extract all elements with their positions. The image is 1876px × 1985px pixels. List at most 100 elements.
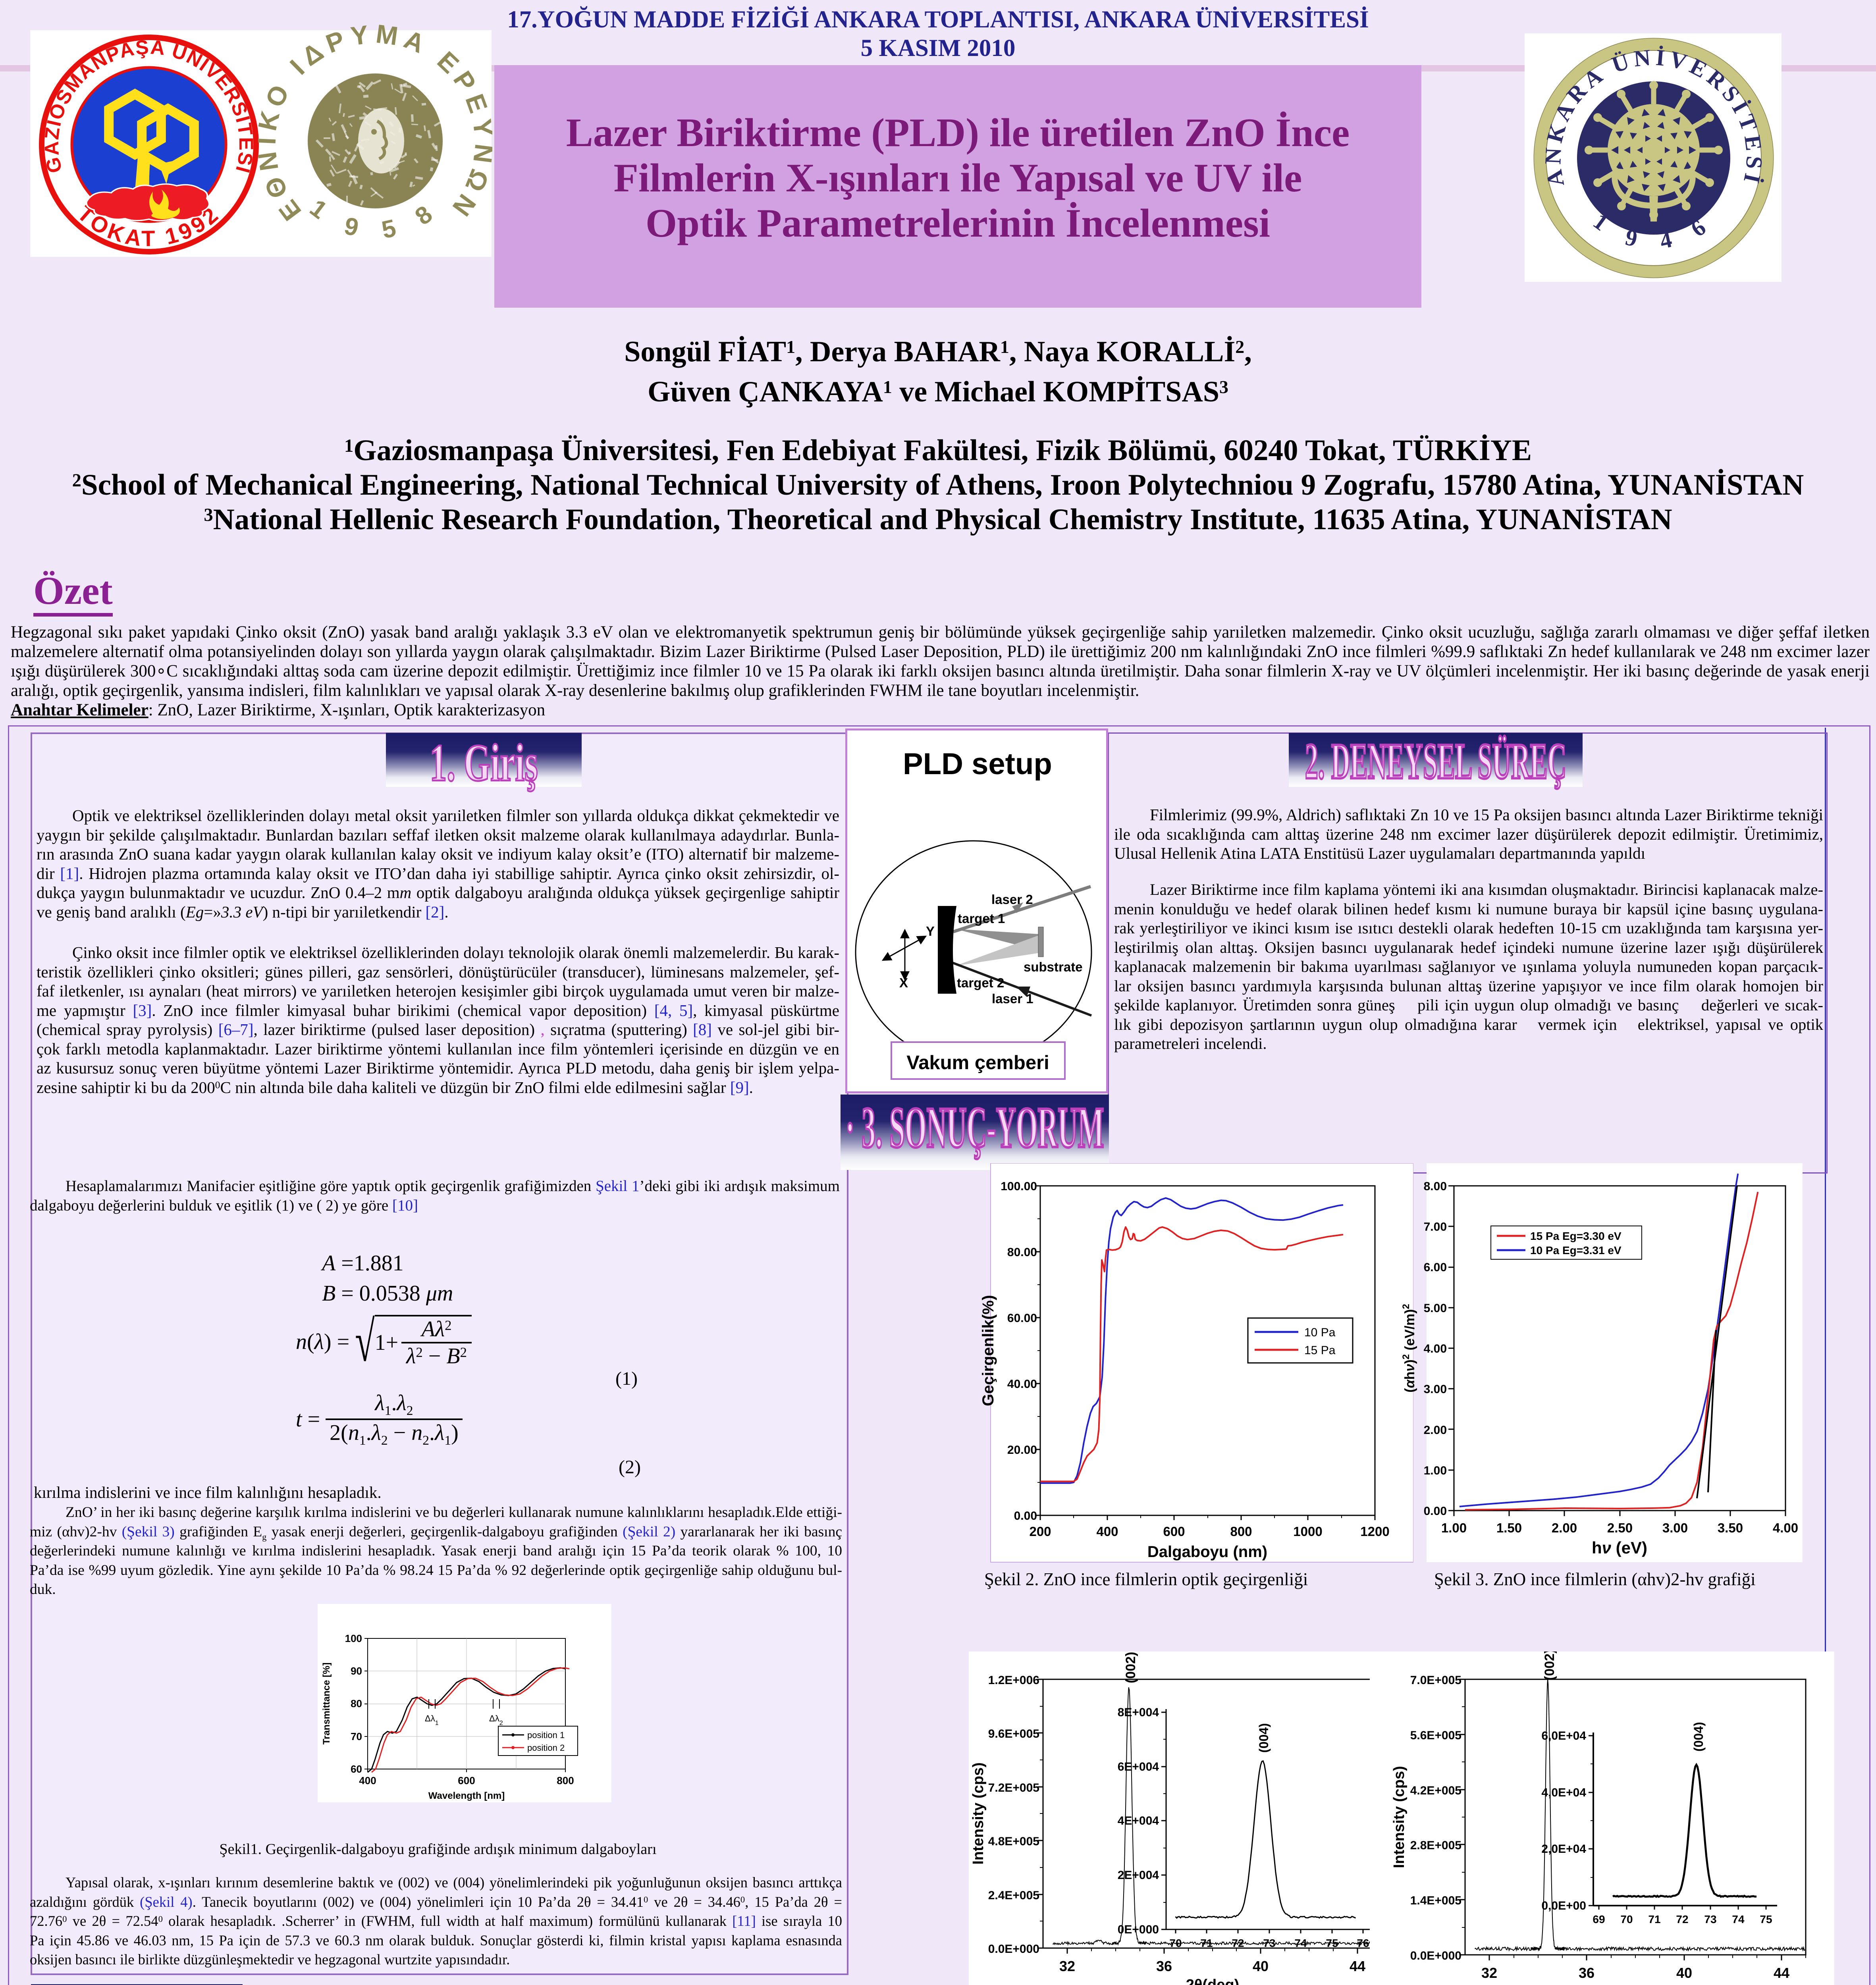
svg-text:laser 2: laser 2	[991, 892, 1033, 907]
svg-text:40.00: 40.00	[1007, 1378, 1037, 1391]
svg-text:6E+004: 6E+004	[1118, 1760, 1159, 1773]
svg-text:60.00: 60.00	[1007, 1312, 1037, 1325]
svg-text:100: 100	[345, 1632, 362, 1644]
svg-text:0.00: 0.00	[1014, 1509, 1037, 1522]
svg-text:80: 80	[351, 1698, 362, 1709]
svg-text:2.00: 2.00	[1552, 1521, 1577, 1535]
svg-text:2θ(deg): 2θ(deg)	[1186, 1977, 1240, 1985]
svg-text:4.2E+005: 4.2E+005	[1410, 1784, 1461, 1797]
svg-text:(004): (004)	[1691, 1722, 1706, 1752]
svg-text:76: 76	[1357, 1937, 1369, 1949]
svg-text:3.00: 3.00	[1662, 1521, 1688, 1535]
svg-text:position 2: position 2	[527, 1743, 565, 1753]
svg-text:Dalgaboyu (nm): Dalgaboyu (nm)	[1147, 1543, 1267, 1561]
svg-text:4E+004: 4E+004	[1118, 1814, 1159, 1827]
svg-text:400: 400	[1096, 1524, 1118, 1539]
svg-text:Intensity (cps): Intensity (cps)	[1391, 1766, 1407, 1868]
svg-text:X: X	[899, 975, 908, 990]
svg-text:Transmittance [%]: Transmittance [%]	[321, 1663, 332, 1745]
svg-text:2,0E+04: 2,0E+04	[1541, 1842, 1586, 1856]
svg-text:74: 74	[1294, 1937, 1307, 1949]
svg-text:90: 90	[351, 1665, 362, 1677]
svg-text:(002): (002)	[1123, 1652, 1138, 1683]
svg-text:0E+000: 0E+000	[1118, 1923, 1159, 1936]
svg-text:2E+004: 2E+004	[1118, 1869, 1159, 1882]
svg-text:2.8E+005: 2.8E+005	[1410, 1839, 1461, 1852]
svg-text:0,0E+00: 0,0E+00	[1541, 1899, 1586, 1912]
svg-text:(002): (002)	[1542, 1652, 1557, 1681]
svg-text:20.00: 20.00	[1007, 1443, 1037, 1457]
svg-text:200: 200	[1029, 1524, 1051, 1539]
svg-text:70: 70	[351, 1731, 362, 1742]
svg-text:PLD setup: PLD setup	[903, 747, 1052, 781]
svg-text:1.00: 1.00	[1424, 1464, 1447, 1477]
svg-text:Wavelength [nm]: Wavelength [nm]	[428, 1790, 505, 1801]
svg-text:100.00: 100.00	[1001, 1180, 1037, 1193]
svg-text:0.0E+000: 0.0E+000	[988, 1943, 1039, 1956]
svg-text:36: 36	[1579, 1965, 1595, 1981]
svg-text:36: 36	[1156, 1958, 1172, 1974]
svg-text:1.00: 1.00	[1441, 1521, 1467, 1535]
svg-text:5.6E+005: 5.6E+005	[1410, 1729, 1461, 1742]
svg-text:target 2: target 2	[957, 975, 1004, 990]
svg-text:Intensity (cps): Intensity (cps)	[970, 1762, 987, 1865]
svg-text:Y: Y	[926, 924, 935, 939]
svg-text:3.00: 3.00	[1424, 1383, 1447, 1396]
svg-text:9.6E+005: 9.6E+005	[988, 1727, 1039, 1740]
svg-text:73: 73	[1704, 1913, 1716, 1925]
svg-text:15 Pa Eg=3.30 eV: 15 Pa Eg=3.30 eV	[1530, 1230, 1621, 1242]
svg-text:600: 600	[458, 1775, 475, 1786]
svg-text:(αhν)2 (eV/m)2: (αhν)2 (eV/m)2	[1401, 1304, 1418, 1393]
svg-text:70: 70	[1620, 1913, 1633, 1925]
svg-text:4.00: 4.00	[1773, 1521, 1798, 1535]
svg-text:71: 71	[1648, 1913, 1660, 1925]
svg-text:4.00: 4.00	[1424, 1342, 1447, 1355]
svg-text:Vakum çemberi: Vakum çemberi	[906, 1052, 1049, 1073]
svg-text:44: 44	[1774, 1965, 1789, 1981]
svg-text:4.8E+005: 4.8E+005	[988, 1835, 1039, 1848]
svg-text:60: 60	[351, 1763, 362, 1775]
svg-text:1.2E+006: 1.2E+006	[988, 1674, 1039, 1687]
svg-text:5.00: 5.00	[1424, 1302, 1447, 1315]
svg-text:position 1: position 1	[527, 1730, 565, 1740]
svg-text:1000: 1000	[1293, 1524, 1322, 1539]
svg-text:(004): (004)	[1257, 1723, 1271, 1753]
svg-text:10 Pa: 10 Pa	[1304, 1326, 1336, 1339]
svg-text:800: 800	[1230, 1524, 1252, 1539]
svg-text:32: 32	[1059, 1958, 1075, 1974]
svg-text:hν (eV): hν (eV)	[1592, 1538, 1647, 1557]
svg-text:6,0E+04: 6,0E+04	[1541, 1729, 1586, 1742]
svg-text:7.0E+005: 7.0E+005	[1410, 1674, 1461, 1687]
svg-text:1.4E+005: 1.4E+005	[1410, 1894, 1461, 1907]
svg-text:72: 72	[1676, 1913, 1688, 1925]
svg-text:target 1: target 1	[958, 911, 1005, 926]
svg-text:32: 32	[1481, 1965, 1497, 1981]
svg-text:69: 69	[1593, 1913, 1605, 1925]
svg-text:substrate: substrate	[1024, 960, 1083, 974]
svg-text:8.00: 8.00	[1424, 1180, 1447, 1193]
svg-text:2.4E+005: 2.4E+005	[988, 1889, 1039, 1902]
svg-text:2.00: 2.00	[1424, 1424, 1447, 1437]
svg-text:800: 800	[557, 1775, 574, 1786]
svg-text:75: 75	[1760, 1913, 1772, 1925]
svg-text:7.2E+005: 7.2E+005	[988, 1781, 1039, 1794]
svg-text:74: 74	[1732, 1913, 1745, 1925]
svg-text:laser 1: laser 1	[992, 991, 1033, 1006]
svg-text:7.00: 7.00	[1424, 1220, 1447, 1233]
svg-text:15 Pa: 15 Pa	[1304, 1344, 1336, 1357]
svg-text:1.50: 1.50	[1496, 1521, 1522, 1535]
svg-text:73: 73	[1263, 1937, 1275, 1949]
svg-text:8E+004: 8E+004	[1118, 1706, 1159, 1719]
svg-text:44: 44	[1350, 1958, 1365, 1974]
svg-text:2θ (deg): 2θ (deg)	[1606, 1983, 1664, 1985]
svg-text:75: 75	[1326, 1937, 1338, 1949]
svg-text:Geçirgenlik(%): Geçirgenlik(%)	[979, 1295, 997, 1406]
svg-text:600: 600	[1163, 1524, 1185, 1539]
svg-text:72: 72	[1232, 1937, 1244, 1949]
svg-text:71: 71	[1200, 1937, 1213, 1949]
svg-text:40: 40	[1253, 1958, 1269, 1974]
svg-text:70: 70	[1169, 1937, 1182, 1949]
svg-text:6.00: 6.00	[1424, 1261, 1447, 1274]
svg-text:80.00: 80.00	[1007, 1246, 1037, 1259]
svg-text:0.00: 0.00	[1424, 1505, 1447, 1518]
